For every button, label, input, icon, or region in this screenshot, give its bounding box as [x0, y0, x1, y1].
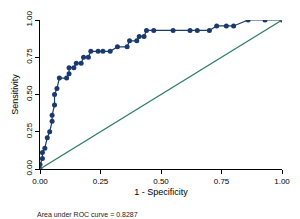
svg-text:0.50: 0.50: [153, 177, 169, 186]
svg-text:0.50: 0.50: [25, 85, 34, 101]
svg-text:0.75: 0.75: [214, 177, 230, 186]
svg-text:Area under ROC curve = 0.8287: Area under ROC curve = 0.8287: [37, 211, 138, 218]
svg-text:Sensitivity: Sensitivity: [10, 74, 20, 115]
svg-text:0.25: 0.25: [25, 122, 34, 138]
svg-text:1.00: 1.00: [274, 177, 290, 186]
svg-text:0.75: 0.75: [25, 48, 34, 64]
svg-text:0.00: 0.00: [32, 177, 48, 186]
svg-text:1 - Specificity: 1 - Specificity: [134, 187, 188, 197]
svg-text:0.00: 0.00: [25, 159, 34, 175]
svg-text:1.00: 1.00: [25, 10, 34, 26]
svg-text:0.25: 0.25: [93, 177, 109, 186]
